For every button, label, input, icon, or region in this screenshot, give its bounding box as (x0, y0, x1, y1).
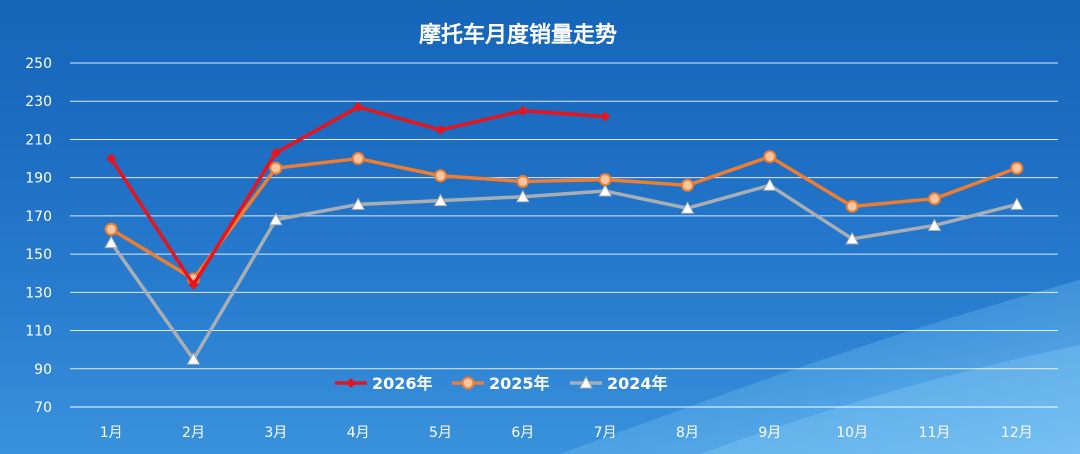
legend-label: 2025年 (489, 374, 550, 393)
data-point (351, 152, 365, 166)
series-2025年 (104, 150, 1024, 286)
x-tick-label: 5月 (429, 425, 452, 441)
legend-item: 2024年 (570, 374, 668, 393)
data-point (270, 147, 281, 158)
data-point (188, 279, 199, 290)
x-tick-label: 2月 (182, 425, 205, 441)
data-point (680, 201, 695, 214)
legend-marker (579, 375, 593, 389)
legend-item: 2025年 (452, 374, 550, 393)
chart-title: 摩托车月度销量走势 (419, 22, 617, 48)
data-point (104, 235, 119, 249)
data-point (269, 161, 283, 175)
data-point (353, 101, 364, 112)
data-point (1009, 197, 1024, 210)
data-point (763, 150, 777, 164)
series-2024年 (104, 178, 1024, 365)
x-tick-label: 8月 (676, 425, 699, 441)
x-tick-label: 7月 (594, 425, 617, 441)
y-axis-ticks: 70 90 110 130 150 170 190 210 230 250 (25, 56, 52, 416)
data-point (681, 178, 694, 192)
data-point (845, 199, 859, 213)
y-tick-label: 190 (25, 171, 52, 187)
y-tick-label: 170 (25, 209, 52, 225)
legend-marker (461, 376, 475, 390)
data-point (268, 212, 283, 226)
data-point (434, 169, 447, 183)
legend-marker (346, 378, 356, 388)
data-point (433, 193, 448, 207)
data-point (104, 222, 118, 236)
legend: 2026年 2025年 2024年 (335, 374, 668, 393)
data-point (762, 178, 777, 191)
legend-label: 2026年 (372, 374, 433, 393)
data-point (1010, 161, 1024, 175)
x-tick-label: 4月 (347, 425, 370, 441)
x-tick-label: 12月 (1001, 425, 1033, 441)
x-tick-label: 1月 (100, 425, 123, 441)
x-tick-label: 11月 (919, 425, 951, 441)
data-point (106, 153, 117, 164)
y-tick-label: 230 (25, 94, 52, 110)
legend-label: 2024年 (607, 374, 668, 393)
legend-item: 2026年 (335, 374, 433, 393)
data-point (186, 352, 201, 365)
x-axis-ticks: 1月 2月 3月 4月 5月 6月 7月 8月 9月 10月 11月 12月 (100, 425, 1033, 441)
data-point (516, 174, 530, 188)
data-point (845, 231, 860, 245)
data-point (351, 197, 366, 210)
data-point (598, 183, 613, 197)
data-point (600, 111, 611, 122)
series-2026年 (106, 101, 611, 290)
x-tick-label: 3月 (264, 425, 287, 441)
data-point (928, 192, 941, 206)
series-line (110, 154, 1018, 281)
y-tick-label: 210 (25, 132, 52, 148)
grid-lines (70, 62, 1058, 408)
y-tick-label: 70 (34, 400, 52, 416)
data-point (515, 189, 530, 203)
data-point (517, 105, 528, 116)
x-tick-label: 10月 (836, 425, 868, 441)
y-tick-label: 90 (34, 362, 52, 378)
background-wave (560, 280, 1080, 454)
series-line (109, 183, 1018, 361)
x-tick-label: 9月 (758, 425, 781, 441)
series-group (104, 101, 1024, 365)
y-tick-label: 250 (25, 56, 52, 72)
data-point (435, 124, 446, 135)
y-tick-label: 150 (25, 247, 52, 263)
y-tick-label: 130 (25, 285, 52, 301)
background-wave-light (700, 345, 1080, 454)
data-point (927, 218, 942, 231)
y-tick-label: 110 (25, 324, 52, 340)
data-point (598, 173, 612, 187)
x-tick-label: 6月 (511, 425, 534, 441)
